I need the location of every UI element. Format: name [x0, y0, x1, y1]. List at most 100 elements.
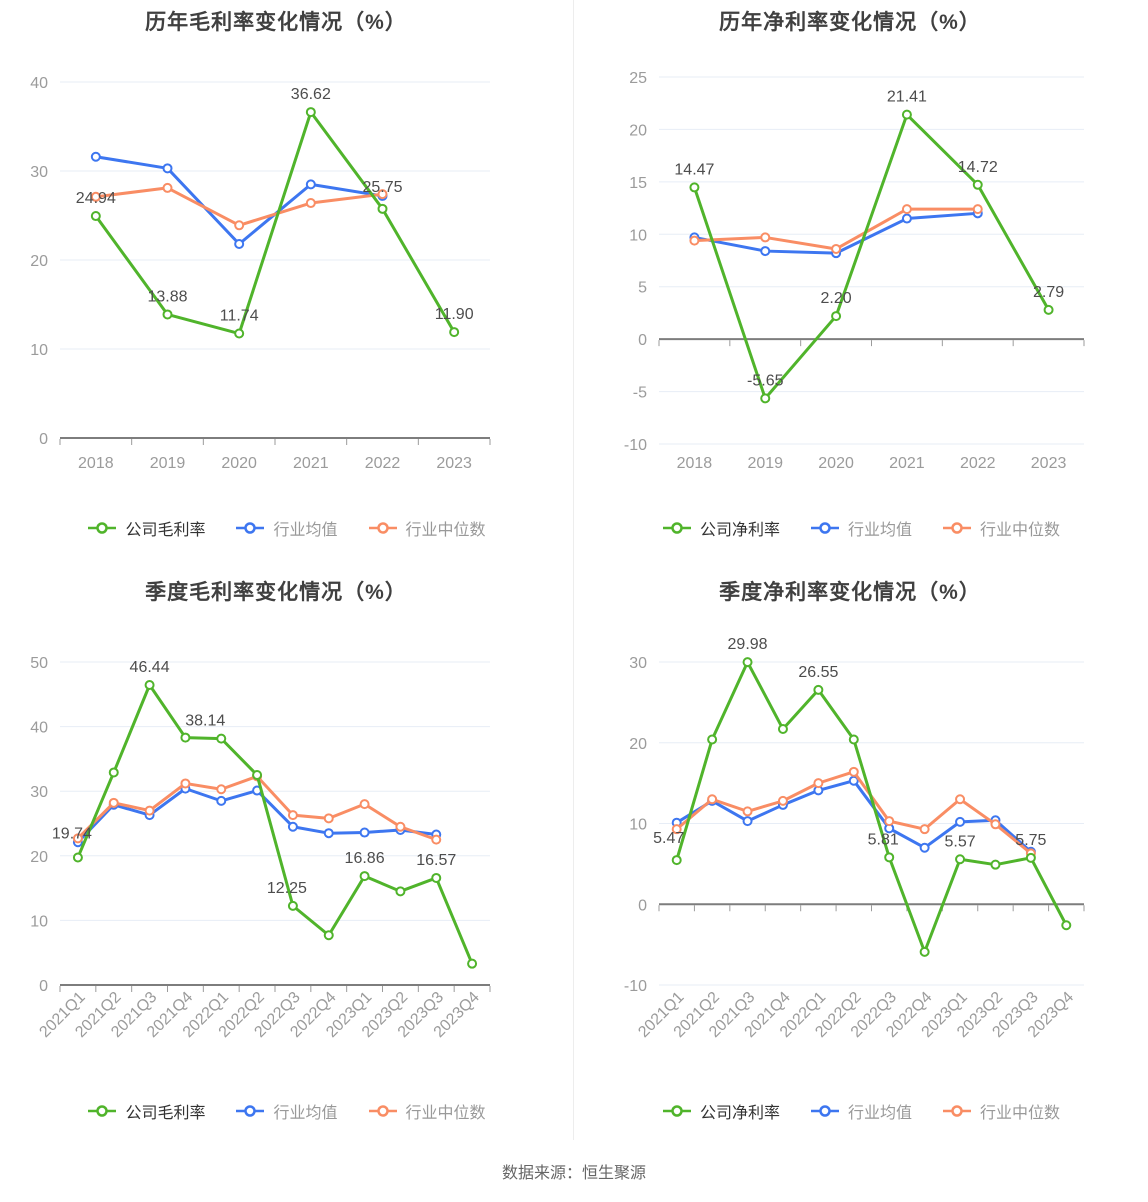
- gridlines: [659, 76, 1084, 445]
- data-point-marker: [323, 930, 334, 941]
- data-point-marker: [377, 189, 388, 200]
- x-axis-labels: 2021Q12021Q22021Q32021Q42022Q12022Q22022…: [36, 989, 483, 1041]
- value-labels: 5.47 29.98 26.55 5.81 5.57 5.75: [653, 636, 1046, 850]
- data-point-marker: [831, 311, 842, 322]
- y-axis-tick-label: 0: [638, 897, 647, 914]
- x-axis-tick-label: 2023: [436, 455, 472, 472]
- legend-item-company-series[interactable]: 公司毛利率: [87, 1099, 205, 1123]
- data-point-marker: [90, 151, 101, 162]
- legend-item-industry-mean[interactable]: 行业均值: [235, 516, 338, 540]
- legend-item-company-series[interactable]: 公司净利率: [662, 516, 780, 540]
- y-axis-tick-label: 10: [629, 817, 647, 834]
- gridlines: [659, 661, 1084, 986]
- data-point-marker: [955, 794, 966, 805]
- y-axis-labels: 0 10 20 30 40 50: [30, 655, 48, 995]
- y-axis-tick-label: -5: [633, 385, 647, 402]
- legend-label: 行业均值: [273, 522, 338, 539]
- value-label: 21.41: [887, 89, 927, 106]
- chart-title-annual-gross-margin: 历年毛利率变化情况（%）: [145, 11, 407, 34]
- value-label: 5.47: [653, 830, 684, 847]
- charts-grid: 历年毛利率变化情况（%） 0 10 20 30 40 2018 2019 2020 2021 20…: [30, 0, 1148, 1140]
- y-axis-tick-label: 10: [30, 913, 48, 930]
- data-point-marker: [180, 778, 191, 789]
- annual-net-margin-line-chart: -10 -5 0 5 10 15 20 25 2018 2019 2020 2021 2022 2023 1…: [624, 70, 1085, 472]
- data-point-marker: [287, 900, 298, 911]
- value-label: 38.14: [185, 713, 225, 730]
- value-label: 26.55: [798, 664, 838, 681]
- legend-item-industry-median[interactable]: 行业中位数: [368, 516, 486, 540]
- y-axis-tick-label: -10: [624, 978, 647, 995]
- data-point-marker: [760, 393, 771, 404]
- data-point-marker: [742, 806, 753, 817]
- x-axis-tick-label: 2018: [78, 455, 114, 472]
- data-point-marker: [919, 946, 930, 957]
- y-axis-tick-label: 20: [30, 253, 48, 270]
- legend-label: 公司净利率: [699, 1105, 780, 1122]
- y-axis-labels: 0 10 20 30 40: [30, 75, 48, 448]
- series-line: [692, 113, 1050, 400]
- series-industry-median: [689, 204, 983, 254]
- legend-item-industry-median[interactable]: 行业中位数: [942, 1099, 1060, 1123]
- value-label: 2.79: [1033, 284, 1064, 301]
- series-industry-median: [671, 766, 1036, 859]
- y-axis-tick-label: 30: [30, 164, 48, 181]
- data-point-marker: [449, 327, 460, 338]
- value-label: 14.72: [958, 159, 998, 176]
- data-point-marker: [108, 767, 119, 778]
- data-point-marker: [162, 163, 173, 174]
- y-axis-labels: -10 -5 0 5 10 15 20 25: [624, 70, 647, 454]
- data-point-marker: [777, 724, 788, 735]
- legend-line-marker-icon: [236, 522, 265, 534]
- data-point-marker: [395, 821, 406, 832]
- y-axis-tick-label: 10: [30, 342, 48, 359]
- data-point-marker: [234, 238, 245, 249]
- value-label: 29.98: [728, 636, 768, 653]
- legend-line-marker-icon: [662, 522, 691, 534]
- legend-item-industry-median[interactable]: 行业中位数: [368, 1099, 486, 1123]
- data-point-marker: [972, 179, 983, 190]
- y-axis-tick-label: 30: [30, 784, 48, 801]
- legend-item-industry-mean[interactable]: 行业均值: [810, 516, 912, 540]
- data-point-marker: [72, 852, 83, 863]
- value-label: 2.20: [821, 290, 852, 307]
- data-point-marker: [919, 824, 930, 835]
- legend-line-marker-icon: [810, 1105, 839, 1117]
- legend-label: 行业均值: [847, 1105, 912, 1122]
- legend-quarterly-net-margin: 公司净利率 行业均值 行业中位数: [574, 1099, 1148, 1123]
- y-axis-tick-label: 30: [629, 655, 647, 672]
- x-axis-ticks: [658, 340, 1085, 347]
- legend-label: 行业中位数: [980, 1105, 1061, 1122]
- value-label: 5.75: [1015, 832, 1046, 849]
- legend-item-company-series[interactable]: 公司净利率: [662, 1099, 780, 1123]
- data-point-marker: [467, 958, 478, 969]
- legend-item-industry-mean[interactable]: 行业均值: [235, 1099, 338, 1123]
- value-labels: 19.74 46.44 38.14 12.25 16.86 16.57: [52, 659, 456, 897]
- legend-item-company-series[interactable]: 公司毛利率: [87, 516, 205, 540]
- legend-label: 行业中位数: [405, 522, 486, 539]
- series-line: [94, 110, 456, 336]
- y-axis-tick-label: 40: [30, 75, 48, 92]
- data-point-marker: [72, 833, 83, 844]
- gridlines: [60, 81, 490, 350]
- value-label: 19.74: [52, 825, 92, 842]
- data-point-marker: [901, 204, 912, 215]
- legend-item-industry-median[interactable]: 行业中位数: [942, 516, 1060, 540]
- x-axis-labels: 2021Q12021Q22021Q32021Q42022Q12022Q22022…: [635, 989, 1077, 1041]
- data-point-marker: [671, 824, 682, 835]
- data-point-marker: [144, 679, 155, 690]
- y-axis-tick-label: 5: [638, 280, 647, 297]
- data-point-marker: [1061, 920, 1072, 931]
- series-line: [675, 779, 1032, 853]
- value-labels: 14.47 -5.65 2.20 21.41 14.72 2.79: [674, 89, 1064, 390]
- series-industry-median: [90, 182, 388, 231]
- legend-line-marker-icon: [810, 522, 839, 534]
- data-point-marker: [707, 734, 718, 745]
- y-axis-tick-label: 0: [638, 332, 647, 349]
- x-axis-tick-label: 2022: [365, 455, 401, 472]
- chart-title-quarterly-net-margin: 季度净利率变化情况（%）: [719, 581, 981, 604]
- data-point-marker: [831, 243, 842, 254]
- data-point-marker: [884, 816, 895, 827]
- value-label: 11.74: [220, 308, 259, 325]
- y-axis-tick-label: 15: [629, 175, 647, 192]
- legend-item-industry-mean[interactable]: 行业均值: [810, 1099, 912, 1123]
